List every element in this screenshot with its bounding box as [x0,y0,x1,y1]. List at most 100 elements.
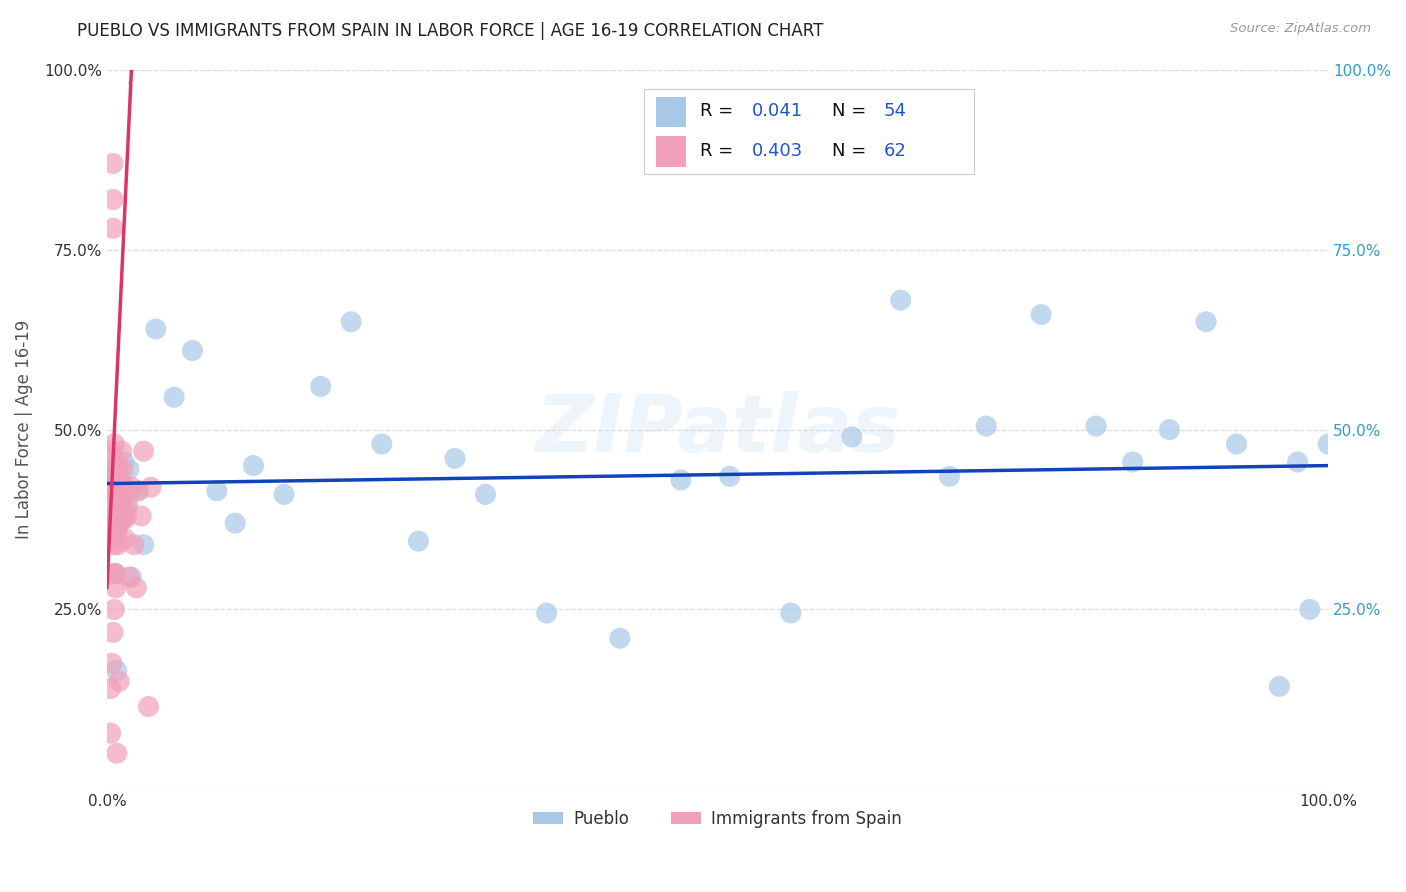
Point [115,508,138,523]
Point [103,437,125,451]
Point [107,494,129,508]
Point [273,487,295,501]
Point [104,480,127,494]
Point [138,699,160,714]
Point [163,390,186,404]
Point [117,498,139,512]
Point [120,480,142,494]
Point [104,566,127,581]
Point [112,455,135,469]
Text: N =: N = [832,102,872,120]
Point [114,532,136,546]
Point [111,501,134,516]
Point [100,726,122,740]
Point [1317,437,1340,451]
Point [779,606,801,620]
Point [110,501,132,516]
Point [103,458,125,473]
Point [1195,315,1218,329]
Point [105,462,128,476]
Point [474,487,496,501]
Point [105,664,128,678]
Point [101,473,124,487]
Point [108,458,131,473]
Point [139,480,162,494]
Point [101,566,124,581]
Text: R =: R = [700,142,740,160]
Point [110,512,132,526]
Point [101,473,124,487]
Point [101,487,124,501]
Point [112,480,135,494]
Point [108,505,131,519]
Point [105,487,128,501]
Point [103,508,125,523]
Point [1031,308,1053,322]
Point [101,462,124,476]
Point [108,473,131,487]
Point [1286,455,1309,469]
Point [107,538,129,552]
Point [122,538,145,552]
Point [145,322,167,336]
Point [104,524,127,538]
Point [101,221,124,235]
Point [107,491,129,505]
Point [181,343,204,358]
Point [100,480,122,494]
Point [108,480,131,494]
Point [101,531,124,545]
Point [841,430,863,444]
Point [120,570,142,584]
Point [110,476,132,491]
Point [1085,419,1108,434]
Point [974,419,997,434]
Point [101,444,124,458]
Text: ZIPatlas: ZIPatlas [536,391,900,468]
Point [101,516,124,530]
Bar [644,89,974,174]
Point [101,508,124,523]
Point [224,516,246,530]
Bar [657,96,686,127]
Point [718,469,741,483]
Point [103,451,125,466]
Point [609,631,631,645]
Point [127,483,149,498]
Point [101,156,124,170]
Point [120,483,142,498]
Point [669,473,692,487]
Point [101,193,124,207]
Point [111,512,134,526]
Point [242,458,264,473]
Point [340,315,363,329]
Point [111,462,134,476]
Point [111,480,134,494]
Y-axis label: In Labor Force | Age 16-19: In Labor Force | Age 16-19 [15,320,32,540]
Point [536,606,558,620]
Point [105,462,128,476]
Point [118,570,141,584]
Point [107,466,129,480]
Point [408,534,430,549]
Text: 62: 62 [883,142,907,160]
Point [118,462,141,476]
Point [205,483,228,498]
Point [111,444,134,458]
Point [108,674,131,689]
Point [105,527,128,541]
Point [108,505,131,519]
Point [1159,423,1181,437]
Text: PUEBLO VS IMMIGRANTS FROM SPAIN IN LABOR FORCE | AGE 16-19 CORRELATION CHART: PUEBLO VS IMMIGRANTS FROM SPAIN IN LABOR… [77,22,824,40]
Text: 54: 54 [883,102,907,120]
Point [110,494,132,508]
Point [1225,437,1247,451]
Point [100,681,122,696]
Legend: Pueblo, Immigrants from Spain: Pueblo, Immigrants from Spain [527,804,908,835]
Point [100,508,122,523]
Point [104,581,127,595]
Point [444,451,467,466]
Point [104,516,127,530]
Point [371,437,394,451]
Point [115,501,138,516]
